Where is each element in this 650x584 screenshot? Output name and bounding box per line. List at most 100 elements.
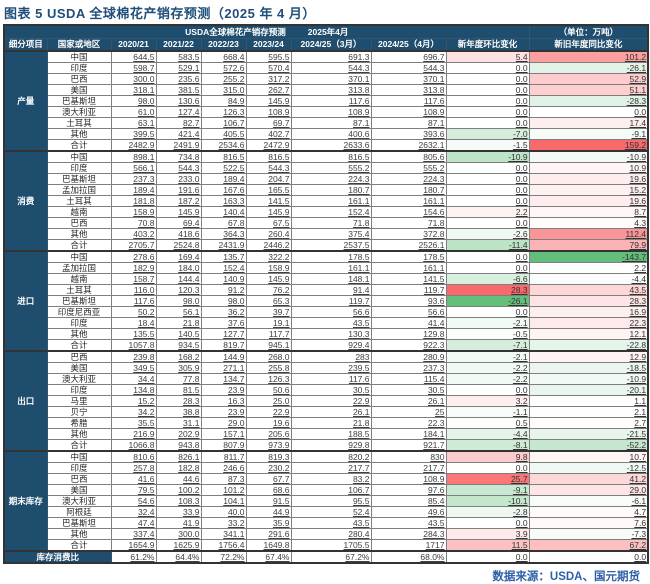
value-cell: 19.6 [245, 417, 292, 429]
value-cell: 283 [290, 350, 372, 363]
value-cell: 239.5 [290, 362, 372, 374]
value-cell: 71.8 [290, 217, 372, 229]
value-cell: 126.3 [200, 106, 247, 118]
value-cell: 2472.9 [245, 139, 292, 152]
value-cell: 400.6 [290, 128, 372, 140]
value-cell: 129.8 [370, 328, 447, 340]
region-cell: 巴基斯坦 [46, 295, 112, 307]
table-row: 进口 中国 278.6 169.4 135.7 322.2 178.5 178.5 0.0 -14… [3, 250, 649, 352]
value-cell: 544.3 [290, 62, 372, 74]
value-cell: 233.0 [155, 173, 202, 185]
value-cell: 811.7 [200, 450, 247, 463]
table-row: 澳大利亚 54.6 108.3 104.1 91.5 95.5 85.4 -10.1 -6.1 [4, 495, 649, 507]
value-cell: 180.7 [290, 184, 372, 196]
value-cell: 104.1 [200, 495, 247, 507]
value-cell: 318.1 [110, 84, 157, 96]
value-cell: 67.7 [245, 473, 292, 485]
value-cell: 83.2 [290, 473, 372, 485]
value-cell: 2431.9 [200, 239, 247, 252]
table-row: 土耳其 63.1 82.7 106.7 69.7 87.1 87.1 0.0 17.4 [4, 117, 649, 129]
value-cell: 97.6 [370, 484, 447, 496]
table-row: 合计 2705.7 2524.8 2431.9 2446.2 2537.5 2526.1 -1… [4, 239, 649, 252]
value-cell: 65.3 [245, 295, 292, 307]
yoy-cell: -6.1 [528, 495, 649, 507]
value-cell: 2446.2 [245, 239, 292, 252]
ratio-value-cell: 68.0% [370, 550, 447, 564]
value-cell: 68.6 [245, 484, 292, 496]
value-cell: 69.7 [245, 117, 292, 129]
value-cell: 152.4 [290, 206, 372, 218]
value-cell: 41.9 [155, 517, 202, 529]
table-row: 出口 巴西 239.8 168.2 144.9 268.0 283 280.9 -2.1 12.9 [3, 350, 649, 452]
value-cell: 154.6 [370, 206, 447, 218]
yoy-cell: 28.3 [528, 295, 649, 307]
value-cell: 370.1 [370, 73, 447, 85]
value-cell: 130.3 [290, 328, 372, 340]
value-cell: 23.9 [200, 384, 247, 396]
value-cell: 36.2 [200, 306, 247, 318]
value-cell: 54.6 [110, 495, 157, 507]
value-cell: 315.0 [200, 84, 247, 96]
mom-cell: 0.0 [445, 73, 530, 85]
region-cell: 澳大利亚 [46, 106, 112, 118]
ratio-value-cell: 61.2% [110, 550, 157, 564]
value-cell: 32.4 [110, 506, 157, 518]
value-cell: 570.4 [245, 62, 292, 74]
table-row: 美国 318.1 381.5 315.0 262.7 313.8 313.8 0.0 51.1 [4, 84, 649, 96]
ratio-value-cell: 67.2% [290, 550, 372, 564]
value-cell: 189.4 [200, 173, 247, 185]
value-cell: 63.1 [110, 117, 157, 129]
mom-cell: -7.1 [445, 339, 530, 352]
table-row: 澳大利亚 61.0 127.4 126.3 108.9 108.9 108.9 0.0 0.0 [4, 106, 649, 118]
value-cell: 21.8 [290, 417, 372, 429]
yoy-cell: -21.5 [528, 428, 649, 440]
column-header-2024-25-apr: 2024/25（4月） [370, 37, 447, 52]
value-cell: 81.5 [155, 384, 202, 396]
mom-cell: 0.0 [445, 550, 530, 564]
mom-cell: 3.2 [445, 395, 530, 407]
table-row: 印度尼西亚 50.2 56.1 36.2 39.7 56.6 56.6 0.0 16.9 [4, 306, 649, 318]
region-cell: 土耳其 [46, 117, 112, 129]
section-0: 产量 中国 644.5 583.5 668.4 595.5 691.3 696.7 5.4 101… [3, 50, 649, 152]
value-cell: 189.4 [110, 184, 157, 196]
value-cell: 21.8 [155, 317, 202, 329]
value-cell: 106.7 [200, 117, 247, 129]
region-cell: 巴西 [46, 473, 112, 485]
value-cell: 239.8 [110, 350, 157, 363]
value-cell: 85.4 [370, 495, 447, 507]
value-cell: 91.5 [245, 495, 292, 507]
ratio-section: 库存消费比 61.2% 64.4% 72.2% 67.4% 67.2% 68.0% 0.0 0.… [3, 550, 649, 564]
value-cell: 572.6 [200, 62, 247, 74]
ratio-value-cell: 67.4% [245, 550, 292, 564]
value-cell: 35.5 [110, 417, 157, 429]
value-cell: 922.3 [370, 339, 447, 352]
region-cell: 澳大利亚 [46, 373, 112, 385]
region-cell: 马里 [46, 395, 112, 407]
region-cell: 合计 [46, 139, 112, 152]
value-cell: 305.9 [155, 362, 202, 374]
mom-cell: -8.1 [445, 439, 530, 452]
value-cell: 44.6 [155, 473, 202, 485]
region-cell: 合计 [46, 339, 112, 352]
value-cell: 182.9 [110, 262, 157, 274]
mom-cell: -2.6 [445, 228, 530, 240]
value-cell: 271.1 [200, 362, 247, 374]
value-cell: 82.7 [155, 117, 202, 129]
yoy-cell: 16.9 [528, 306, 649, 318]
table-band-title: USDA全球棉花产销存预测 2025年4月 [3, 24, 530, 39]
value-cell: 41.4 [370, 317, 447, 329]
value-cell: 402.7 [245, 128, 292, 140]
value-cell: 23.9 [200, 406, 247, 418]
mom-cell: -4.4 [445, 428, 530, 440]
value-cell: 77.8 [155, 373, 202, 385]
table-row: 越南 158.7 144.4 140.9 145.9 148.1 141.5 -6.6 -4.4 [4, 273, 649, 285]
mom-cell: 0.0 [445, 84, 530, 96]
data-source: 数据来源：USDA、国元期货 [492, 571, 640, 583]
value-cell: 67.8 [200, 217, 247, 229]
yoy-cell: 52.9 [528, 73, 649, 85]
value-cell: 235.6 [155, 73, 202, 85]
value-cell: 2524.8 [155, 239, 202, 252]
group-label: 产量 [3, 50, 48, 152]
mom-cell: 0.0 [445, 306, 530, 318]
value-cell: 18.4 [110, 317, 157, 329]
